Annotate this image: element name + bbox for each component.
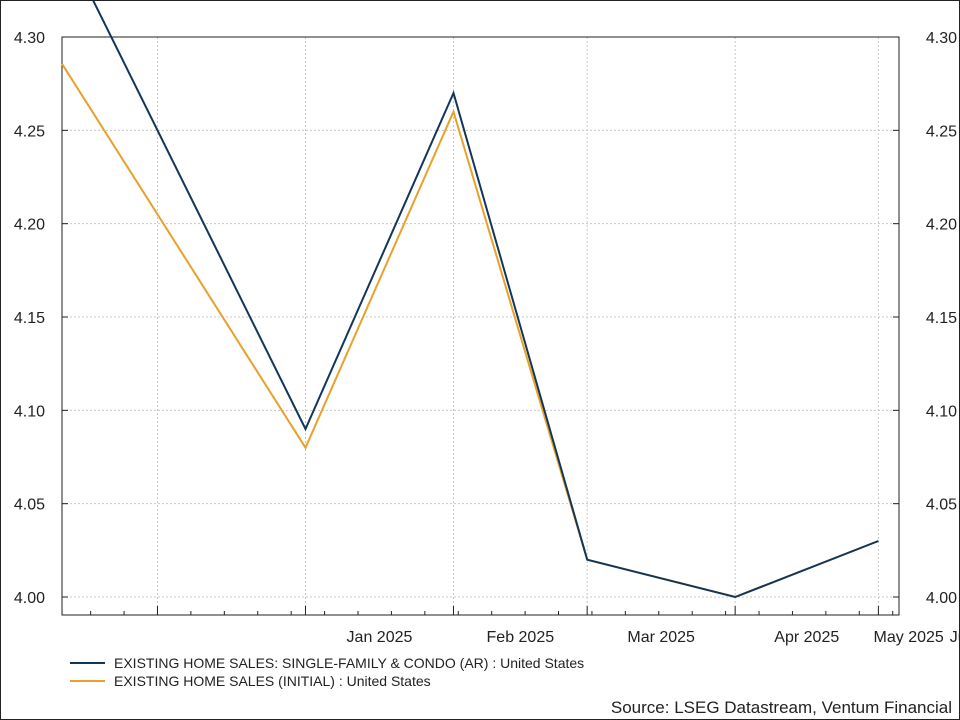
x-tick-label: May 2025 <box>874 629 944 646</box>
legend: EXISTING HOME SALES: SINGLE-FAMILY & CON… <box>70 655 584 689</box>
y-tick-label-left: 4.00 <box>14 590 45 607</box>
x-axis-minor-ticks <box>90 611 894 615</box>
y-tick-label-right: 4.30 <box>926 30 957 47</box>
legend-label-initial: EXISTING HOME SALES (INITIAL) : United S… <box>114 673 431 689</box>
x-tick-label: Feb 2025 <box>487 629 555 646</box>
x-tick-label: Jan 2025 <box>347 629 413 646</box>
series-lines <box>61 1 879 599</box>
y-tick-label-left: 4.05 <box>14 497 45 514</box>
y-tick-label-left: 4.15 <box>14 310 45 327</box>
y-tick-label-right: 4.25 <box>926 123 957 140</box>
legend-label-single-family: EXISTING HOME SALES: SINGLE-FAMILY & CON… <box>114 655 584 671</box>
y-axis-left: 4.30 4.25 4.20 4.15 4.10 4.05 4.00 <box>14 30 68 607</box>
source-note: Source: LSEG Datastream, Ventum Financia… <box>611 698 952 717</box>
series-line-single-family <box>92 1 879 599</box>
y-tick-label-left: 4.20 <box>14 217 45 234</box>
y-tick-label-right: 4.10 <box>926 403 957 420</box>
grid-lines <box>62 36 899 615</box>
y-tick-label-left: 4.10 <box>14 403 45 420</box>
x-tick-label: Mar 2025 <box>627 629 695 646</box>
plot-area <box>61 36 900 616</box>
y-tick-label-left: 4.30 <box>14 30 45 47</box>
y-tick-label-right: 4.05 <box>926 497 957 514</box>
y-tick-label-right: 4.00 <box>926 590 957 607</box>
x-tick-label: Jun 2025 <box>950 629 959 646</box>
series-line-initial <box>61 63 879 599</box>
x-tick-label: Apr 2025 <box>774 629 839 646</box>
y-axis-right: 4.30 4.25 4.20 4.15 4.10 4.05 4.00 <box>893 30 957 607</box>
y-tick-label-left: 4.25 <box>14 123 45 140</box>
y-tick-label-right: 4.20 <box>926 217 957 234</box>
x-axis: Jan 2025 Feb 2025 Mar 2025 Apr 2025 May 2025… <box>156 606 959 646</box>
y-tick-label-right: 4.15 <box>926 310 957 327</box>
